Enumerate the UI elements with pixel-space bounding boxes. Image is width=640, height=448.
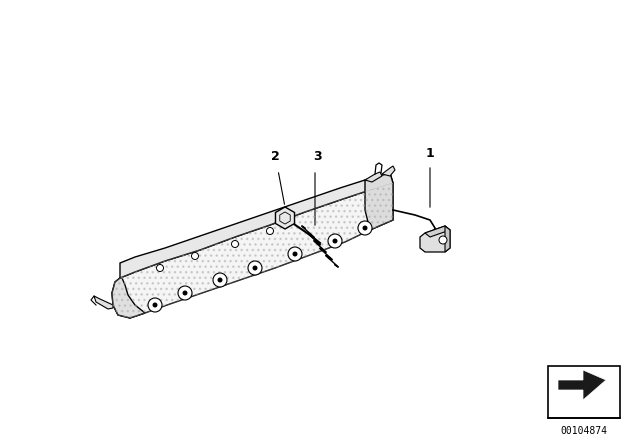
Circle shape <box>232 241 239 247</box>
Circle shape <box>328 234 342 248</box>
Polygon shape <box>94 296 113 309</box>
Circle shape <box>157 264 163 271</box>
Text: 00104874: 00104874 <box>561 426 607 436</box>
Circle shape <box>182 290 188 296</box>
Circle shape <box>218 277 223 283</box>
Bar <box>548 366 620 418</box>
Circle shape <box>292 251 298 257</box>
Circle shape <box>248 261 262 275</box>
Circle shape <box>358 221 372 235</box>
Polygon shape <box>558 370 606 400</box>
Polygon shape <box>425 226 450 237</box>
Text: 1: 1 <box>426 147 435 160</box>
Circle shape <box>439 236 447 244</box>
Polygon shape <box>382 166 395 176</box>
Circle shape <box>362 225 367 231</box>
Circle shape <box>152 302 157 307</box>
Circle shape <box>253 266 257 271</box>
Circle shape <box>333 238 337 244</box>
Text: 3: 3 <box>314 150 323 163</box>
Circle shape <box>266 228 273 234</box>
Circle shape <box>213 273 227 287</box>
Polygon shape <box>275 207 294 229</box>
Polygon shape <box>120 173 393 278</box>
Polygon shape <box>365 173 393 230</box>
Polygon shape <box>112 183 393 318</box>
Polygon shape <box>365 172 382 182</box>
Circle shape <box>288 247 302 261</box>
Polygon shape <box>420 226 450 252</box>
Polygon shape <box>112 278 145 318</box>
Circle shape <box>178 286 192 300</box>
Polygon shape <box>445 226 450 252</box>
Circle shape <box>148 298 162 312</box>
Circle shape <box>191 253 198 259</box>
Text: 2: 2 <box>271 150 280 163</box>
